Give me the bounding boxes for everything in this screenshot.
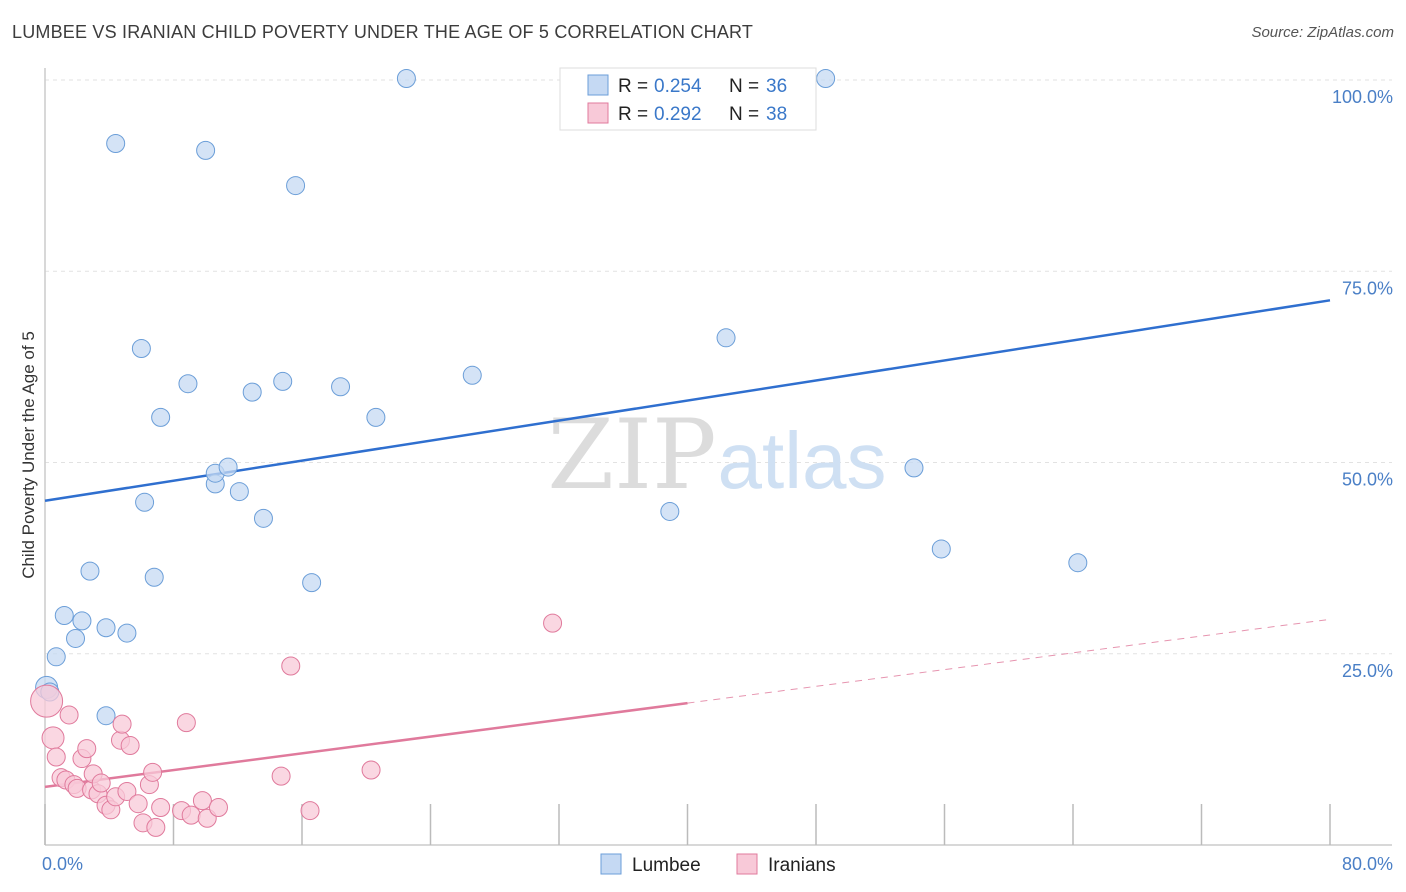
y-tick-label: 100.0% bbox=[1332, 87, 1393, 107]
point-lumbee bbox=[931, 539, 951, 559]
legend-r-value: 0.254 bbox=[654, 76, 702, 97]
legend-n-value: 38 bbox=[766, 104, 787, 125]
series-legend-swatch-lumbee bbox=[600, 853, 622, 875]
point-lumbee bbox=[253, 508, 273, 528]
legend-r-label: R = bbox=[618, 76, 648, 97]
point-lumbee bbox=[462, 365, 482, 385]
point-iranians bbox=[117, 781, 137, 801]
point-iranians bbox=[128, 794, 148, 814]
x-tick-label: 80.0% bbox=[1342, 854, 1393, 874]
point-lumbee bbox=[144, 567, 164, 587]
watermark-zip: ZIP bbox=[547, 399, 716, 511]
point-iranians bbox=[59, 705, 79, 725]
point-lumbee bbox=[151, 407, 171, 427]
point-iranians bbox=[151, 798, 171, 818]
point-lumbee bbox=[660, 501, 680, 521]
y-tick-label: 25.0% bbox=[1342, 661, 1393, 681]
point-iranians bbox=[176, 713, 196, 733]
point-lumbee bbox=[242, 382, 262, 402]
tick-labels: 0.0% 80.0% 25.0% 50.0% 75.0% 100.0% bbox=[42, 87, 1393, 874]
legend-swatch-lumbee bbox=[587, 74, 609, 96]
point-iranians bbox=[77, 739, 97, 759]
trend-line-extension-iranians bbox=[687, 618, 1331, 704]
point-lumbee bbox=[904, 458, 924, 478]
point-iranians bbox=[46, 747, 66, 767]
chart-title: LUMBEE VS IRANIAN CHILD POVERTY UNDER TH… bbox=[12, 22, 754, 42]
stats-legend: R = 0.254 N = 36 R = 0.292 N = 38 bbox=[559, 67, 817, 131]
point-lumbee bbox=[716, 328, 736, 348]
y-axis-title: Child Poverty Under the Age of 5 bbox=[19, 331, 38, 579]
trend-lines bbox=[44, 299, 1331, 789]
point-iranians bbox=[120, 736, 140, 756]
point-iranians bbox=[543, 613, 563, 633]
point-iranians bbox=[281, 656, 301, 676]
point-lumbee bbox=[96, 706, 116, 726]
series-legend: Lumbee Iranians bbox=[600, 853, 836, 876]
point-iranians bbox=[146, 817, 166, 837]
data-points bbox=[30, 68, 1088, 837]
point-lumbee bbox=[46, 647, 66, 667]
legend-n-label: N = bbox=[729, 104, 759, 125]
point-iranians bbox=[300, 801, 320, 821]
point-lumbee bbox=[117, 623, 137, 643]
point-lumbee bbox=[816, 68, 836, 88]
axes bbox=[44, 68, 1392, 846]
legend-r-value: 0.292 bbox=[654, 104, 702, 125]
point-lumbee bbox=[302, 573, 322, 593]
point-iranians bbox=[271, 766, 291, 786]
point-iranians bbox=[30, 684, 64, 718]
point-lumbee bbox=[229, 482, 249, 502]
point-lumbee bbox=[286, 176, 306, 196]
x-tick-label: 0.0% bbox=[42, 854, 83, 874]
point-lumbee bbox=[54, 606, 74, 625]
point-lumbee bbox=[1068, 553, 1088, 573]
point-lumbee bbox=[131, 339, 151, 359]
point-lumbee bbox=[218, 457, 238, 477]
chart-source: Source: ZipAtlas.com bbox=[1251, 24, 1394, 41]
legend-swatch-iranians bbox=[587, 102, 609, 124]
legend-n-value: 36 bbox=[766, 76, 787, 97]
point-lumbee bbox=[106, 133, 126, 153]
point-lumbee bbox=[135, 492, 155, 512]
watermark-atlas: atlas bbox=[718, 416, 887, 505]
point-lumbee bbox=[273, 371, 293, 391]
series-legend-label-iranians: Iranians bbox=[768, 855, 836, 876]
point-lumbee bbox=[66, 628, 86, 648]
watermark: ZIP atlas bbox=[547, 399, 886, 511]
point-lumbee bbox=[331, 377, 351, 397]
point-iranians bbox=[361, 760, 381, 780]
point-lumbee bbox=[196, 140, 216, 160]
legend-r-label: R = bbox=[618, 104, 648, 125]
legend-n-label: N = bbox=[729, 76, 759, 97]
point-iranians bbox=[112, 714, 132, 734]
point-iranians bbox=[143, 762, 163, 782]
point-iranians bbox=[41, 726, 65, 750]
grid-lines bbox=[45, 79, 1392, 655]
point-lumbee bbox=[366, 407, 386, 427]
point-lumbee bbox=[80, 561, 100, 581]
point-lumbee bbox=[396, 68, 416, 88]
point-iranians bbox=[181, 805, 201, 825]
series-legend-label-lumbee: Lumbee bbox=[632, 855, 701, 876]
point-lumbee bbox=[178, 374, 198, 394]
y-tick-label: 50.0% bbox=[1342, 470, 1393, 490]
point-iranians bbox=[192, 791, 212, 811]
point-lumbee bbox=[96, 618, 116, 638]
trend-line-lumbee bbox=[44, 299, 1331, 502]
y-tick-label: 75.0% bbox=[1342, 278, 1393, 298]
series-legend-swatch-iranians bbox=[736, 853, 758, 875]
point-lumbee bbox=[72, 611, 92, 631]
point-iranians bbox=[91, 773, 111, 793]
point-iranians bbox=[208, 798, 228, 818]
